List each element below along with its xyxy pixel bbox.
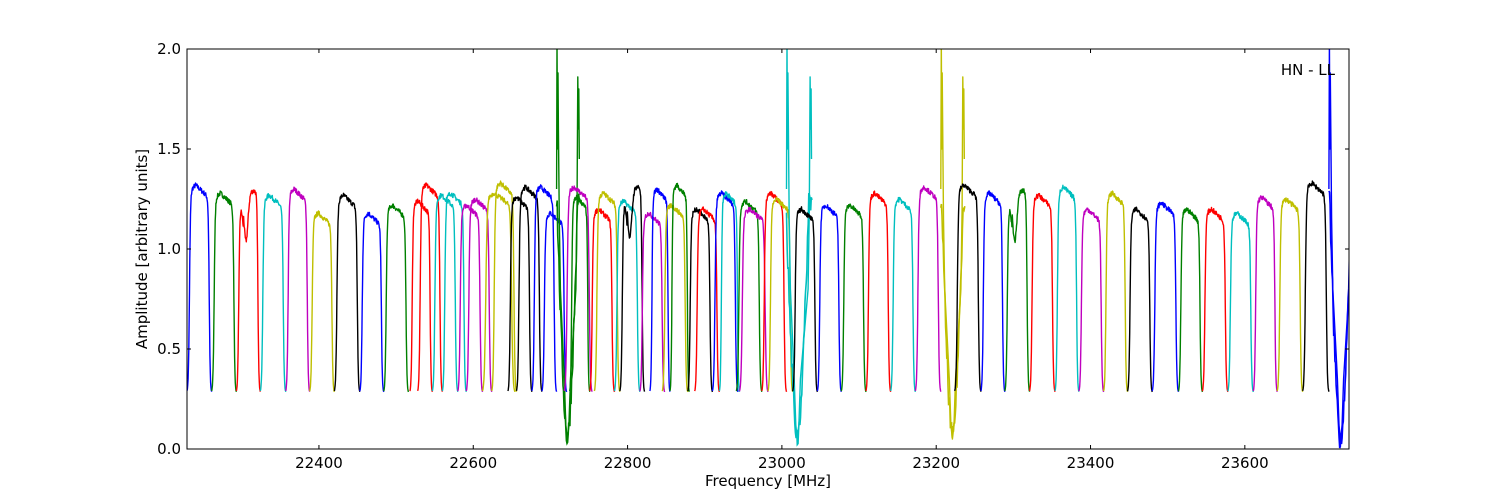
- series-window-4: [259, 193, 287, 393]
- x-tick-label: 23200: [912, 454, 960, 472]
- x-tick-label: 22600: [449, 454, 497, 472]
- series-window-61: [1252, 195, 1278, 392]
- series-window-23: [563, 185, 593, 392]
- series-window-57: [1151, 201, 1180, 393]
- series-window-2: [211, 190, 238, 393]
- series-window-55: [1102, 190, 1129, 393]
- x-tick-label: 22400: [295, 454, 343, 472]
- series-window-36: [718, 191, 741, 392]
- series-window-6: [309, 210, 336, 393]
- series-window-62: [1276, 197, 1304, 393]
- series-window-25: [589, 208, 616, 393]
- series-window-26: [593, 191, 621, 393]
- series-window-16: [481, 192, 516, 393]
- y-tick-label: 1.0: [157, 240, 181, 258]
- series-window-11: [417, 182, 444, 392]
- series-window-18: [507, 196, 533, 392]
- series-window-31: [661, 203, 689, 393]
- series-window-53: [1054, 184, 1080, 392]
- series-window-43: [816, 204, 842, 392]
- series-window-8: [359, 211, 385, 393]
- y-tick-label: 2.0: [157, 40, 181, 58]
- y-tick-label: 0.0: [157, 440, 181, 458]
- series-window-35: [711, 190, 739, 393]
- series-window-46: [890, 196, 917, 393]
- series-window-63: [1302, 180, 1330, 392]
- series-window-54: [1078, 207, 1105, 393]
- series-window-41: [785, 49, 813, 440]
- series-window-12: [431, 193, 459, 392]
- x-tick-label: 23400: [1067, 454, 1115, 472]
- series-window-28: [619, 184, 646, 392]
- series-window-48: [940, 49, 965, 440]
- series-window-60: [1227, 211, 1254, 393]
- series-window-22: [555, 49, 580, 440]
- y-tick-label: 1.5: [157, 140, 181, 158]
- series-window-5: [285, 186, 311, 392]
- series-window-7: [333, 192, 361, 392]
- series-window-21: [541, 210, 568, 393]
- series-window-30: [649, 187, 671, 392]
- series-window-42: [792, 206, 819, 393]
- axis-ticks: 22400 22600 22800 23000 23200 23400 23600 0.0 0.…: [157, 40, 1349, 472]
- series-window-1: [187, 182, 213, 392]
- series-group: [187, 49, 1349, 449]
- series-window-49: [954, 183, 982, 392]
- series-window-45: [865, 190, 892, 393]
- series-window-20: [531, 184, 558, 392]
- series-window-32: [669, 182, 690, 392]
- series-window-39: [761, 190, 788, 392]
- series-window-19: [515, 184, 543, 392]
- series-window-56: [1126, 206, 1153, 393]
- series-window-27: [613, 198, 641, 392]
- annotation-label: HN - LL: [1281, 61, 1336, 79]
- series-window-47: [914, 185, 942, 392]
- x-tick-label: 23000: [758, 454, 806, 472]
- series-window-44: [840, 203, 867, 393]
- series-window-51: [1004, 188, 1031, 392]
- y-axis-label: Amplitude [arbitrary units]: [133, 149, 151, 349]
- y-tick-label: 0.5: [157, 340, 181, 358]
- series-window-52: [1028, 192, 1056, 392]
- series-window-50: [980, 190, 1006, 393]
- x-tick-label: 22800: [604, 454, 652, 472]
- series-window-59: [1201, 206, 1229, 393]
- series-window-64: [1328, 49, 1349, 442]
- series-window-38: [738, 206, 769, 393]
- x-axis-label: Frequency [MHz]: [705, 472, 831, 490]
- series-window-58: [1177, 207, 1204, 393]
- series-window-24: [569, 194, 591, 392]
- series-window-3: [235, 189, 261, 392]
- plot-frame: [186, 48, 1350, 450]
- x-tick-label: 23600: [1221, 454, 1269, 472]
- series-window-9: [383, 203, 410, 393]
